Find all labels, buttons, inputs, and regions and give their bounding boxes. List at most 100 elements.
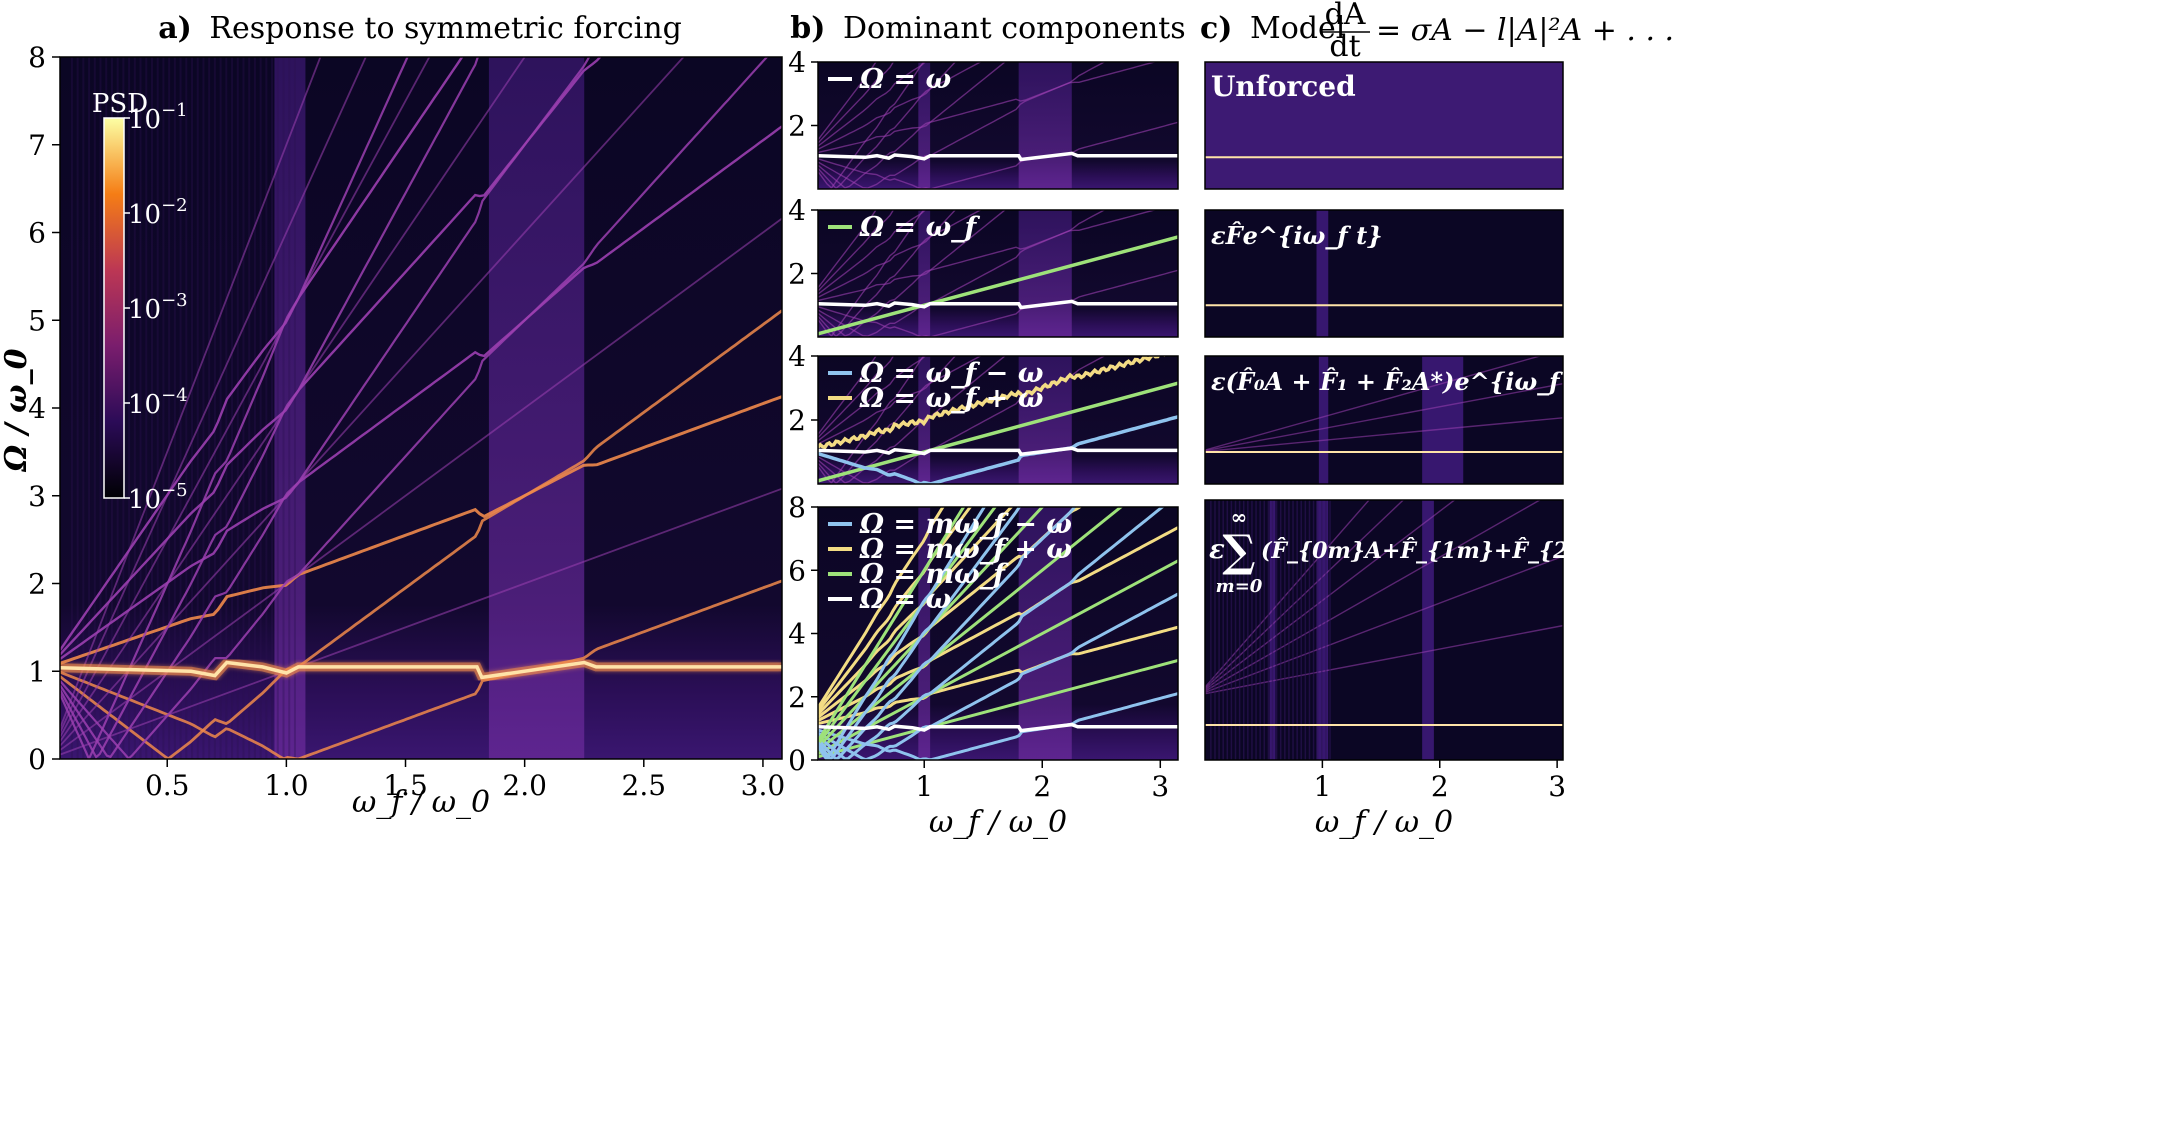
panel-c-subplot-1: Unforced <box>1204 61 1564 190</box>
panel-b-faint-line <box>818 356 925 484</box>
panel-b-faint-line <box>818 210 1106 337</box>
panel-a-ylabel: Ω / ω_0 <box>0 348 34 472</box>
panel-b-faint-line <box>818 62 1006 189</box>
panel-c-subplot-background <box>1205 62 1563 189</box>
panel-c-subplot-background <box>1205 210 1563 337</box>
panel-b-ytick-label: 2 <box>788 681 806 714</box>
panel-a-line-m4-minus <box>60 57 591 759</box>
panel-c-label: εF̂e^{iω_f t} <box>1211 221 1383 250</box>
panel-c-label-prefix: ε <box>1209 535 1225 565</box>
panel-a-ytick-label: 0 <box>28 743 46 776</box>
panel-b-subplot-2: 2 4 Ω = ω_f <box>788 194 1179 338</box>
panel-b-subplot-plot <box>818 507 1178 760</box>
panel-b-faint-line <box>818 62 982 150</box>
panel-c-subplot-frame <box>1204 499 1564 761</box>
panel-b-minus-line <box>818 415 1178 484</box>
panel-c-title-text: Model <box>1250 11 1345 46</box>
equation-denominator: dt <box>1329 29 1360 64</box>
panel-a-line-m2-forcing <box>60 217 782 751</box>
panel-b-xtick-label: 2 <box>1033 770 1051 803</box>
panel-b-faint-line <box>818 62 1158 154</box>
panel-a-xtick-label: 1.5 <box>383 769 428 802</box>
panel-c-subplot-plot <box>1205 500 1563 760</box>
panel-c-label: ε(F̂₀A + F̂₁ + F̂₂A*)e^{iω_f t} <box>1211 367 1594 396</box>
panel-b-m-omega-f-line <box>818 507 997 746</box>
panel-c-band <box>1316 210 1329 337</box>
panel-b-m-minus-line <box>818 592 1178 760</box>
colorbar-gradient <box>103 117 125 499</box>
panel-b-subplot-plot <box>818 62 1178 189</box>
panel-b-faint-line <box>818 210 982 298</box>
panel-c-faint-line <box>1205 383 1563 452</box>
colorbar-tick-label: 10−1 <box>128 100 188 135</box>
panel-c-subplot-plot <box>1205 210 1563 337</box>
panel-c-subplot-3: ε(F̂₀A + F̂₁ + F̂₂A*)e^{iω_f t} <box>1204 355 1594 485</box>
panel-b-m-minus-line <box>818 507 1165 760</box>
panel-b-m-omega-f-line <box>818 559 1178 756</box>
panel-b-ytick-label: 2 <box>788 258 806 291</box>
panel-b-legend-label: Ω = mω_f + ω <box>859 534 1072 565</box>
panel-b-m-omega-f-line <box>818 507 966 742</box>
panel-b-title-text: Dominant components <box>843 11 1186 46</box>
panel-b-faint-line <box>818 62 957 189</box>
panel-b-faint-line <box>818 210 1006 337</box>
panel-b-legend-label: Ω = mω_f − ω <box>859 509 1072 540</box>
panel-b-xtick-label: 1 <box>915 770 933 803</box>
panel-a-heatmap: 0.5 1.0 1.5 2.0 2.5 3.0 0 1 2 3 4 5 6 7 8 ω_f / ω_0 Ω… <box>0 41 785 820</box>
panel-c-subplot-plot <box>1205 356 1563 484</box>
panel-c-subplot-background <box>1205 356 1563 484</box>
panel-b-faint-line <box>818 210 895 292</box>
panel-b-resonance-band <box>1018 62 1072 189</box>
panel-a-ytick-label: 1 <box>28 655 46 688</box>
panel-a-xtick-label: 0.5 <box>145 769 190 802</box>
panel-b-m-minus-line <box>818 507 1021 760</box>
panel-b-legend-label: Ω = ω_f <box>859 212 981 243</box>
panel-c-subplot-frame <box>1204 209 1564 338</box>
panel-b-faint-line <box>818 210 927 295</box>
panel-c-title-label: c) <box>1200 11 1232 46</box>
panel-c-faint-line <box>1205 417 1563 453</box>
panel-b-subplot-plot <box>818 356 1178 484</box>
panel-b-m-minus-line <box>818 507 1077 760</box>
panel-c-sum-symbol: ∑ <box>1222 526 1255 577</box>
panel-c-faint-line <box>1205 356 1543 451</box>
panel-a-title-text: Response to symmetric forcing <box>209 11 681 46</box>
panel-b-omega-line <box>818 722 1178 733</box>
panel-b-legend-label: Ω = ω <box>859 64 951 95</box>
panel-a-line-m3-plus <box>60 57 602 656</box>
svg-text:c) Model: c) Model <box>1200 11 1345 46</box>
panel-a-line-m2-minus <box>60 309 782 759</box>
colorbar-tick-label: 10−5 <box>128 480 188 515</box>
panel-c-subplot-4: ε∞∑m=0 (F̂_{0m}A+F̂_{1m}+F̂_{2m}A*)e^{imω… <box>1204 499 1796 840</box>
panel-a-line-m5-minus <box>60 57 480 759</box>
panel-b-legend-label: Ω = ω <box>859 584 951 615</box>
panel-c-band <box>1318 356 1329 484</box>
panel-a-xlabel: ω_f / ω_0 <box>352 785 490 820</box>
panel-b-ytick-label: 2 <box>788 404 806 437</box>
panel-b-faint-line <box>818 356 927 442</box>
panel-b: 2 4 Ω = ω 2 4 Ω = ω_f 2 4 Ω = ω_f − ωΩ = ω_f + ω… <box>788 46 1179 840</box>
panel-b-faint-line <box>818 210 925 337</box>
panel-b-faint-line <box>818 62 895 144</box>
panel-a-line-m1-plus <box>60 395 782 665</box>
panel-c-subplot-2: εF̂e^{iω_f t} <box>1204 209 1564 338</box>
panel-b-title-label: b) <box>790 11 825 46</box>
panel-a-xtick-label: 2.0 <box>502 769 547 802</box>
panel-b-m-minus-line <box>818 692 1178 760</box>
panel-b-legend-label: Ω = ω_f + ω <box>859 383 1044 414</box>
panel-b-ytick-label: 4 <box>788 618 806 651</box>
panel-b-subplot-plot <box>818 210 1178 337</box>
panel-c-band <box>1422 500 1434 760</box>
panel-b-faint-line <box>818 356 982 445</box>
colorbar-tick-label: 10−4 <box>128 385 188 420</box>
panel-b-faint-line <box>818 62 1106 189</box>
panel-a-line-m6-minus <box>60 57 409 759</box>
panel-b-faint-line <box>818 62 927 147</box>
panel-a-ytick-label: 7 <box>28 129 46 162</box>
panel-a-line-m6-forcing <box>60 57 367 734</box>
panel-b-subplot-1: 2 4 Ω = ω <box>788 46 1179 190</box>
panel-b-faint-line <box>818 62 925 189</box>
panel-a-xtick-label: 2.5 <box>622 769 667 802</box>
panel-a-ytick-label: 4 <box>28 392 46 425</box>
